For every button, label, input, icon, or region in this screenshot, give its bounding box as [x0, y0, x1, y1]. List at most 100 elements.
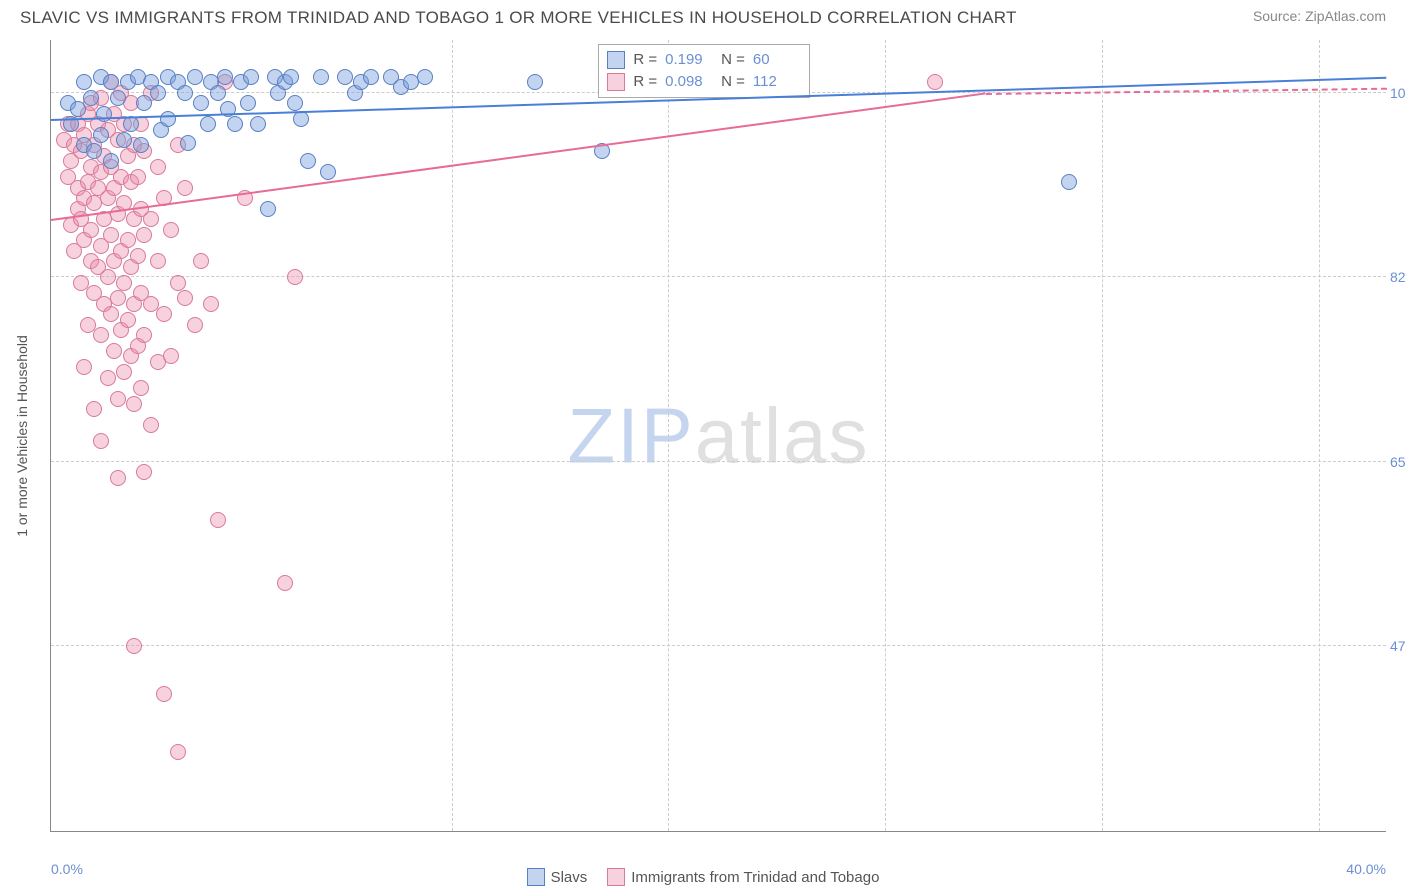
stats-legend-row: R =0.199N =60	[607, 49, 801, 71]
data-point	[177, 290, 193, 306]
data-point	[126, 396, 142, 412]
data-point	[150, 85, 166, 101]
data-point	[160, 111, 176, 127]
chart-header: SLAVIC VS IMMIGRANTS FROM TRINIDAD AND T…	[0, 0, 1406, 32]
data-point	[150, 159, 166, 175]
trend-line	[51, 93, 986, 222]
data-point	[156, 686, 172, 702]
data-point	[133, 137, 149, 153]
legend-item: Slavs	[527, 868, 588, 886]
data-point	[110, 90, 126, 106]
data-point	[243, 69, 259, 85]
data-point	[227, 116, 243, 132]
data-point	[320, 164, 336, 180]
stat-n-label: N =	[721, 51, 745, 68]
data-point	[136, 327, 152, 343]
legend-swatch	[607, 868, 625, 886]
data-point	[163, 348, 179, 364]
data-point	[93, 127, 109, 143]
stat-n-label: N =	[721, 73, 745, 90]
stat-n-value: 112	[753, 73, 801, 90]
data-point	[116, 364, 132, 380]
data-point	[86, 143, 102, 159]
data-point	[83, 222, 99, 238]
data-point	[100, 370, 116, 386]
data-point	[170, 275, 186, 291]
gridline-h	[51, 645, 1386, 646]
scatter-plot: ZIPatlas 100.0%82.5%65.0%47.5%0.0%40.0%R…	[50, 40, 1386, 832]
data-point	[120, 312, 136, 328]
data-point	[106, 343, 122, 359]
data-point	[417, 69, 433, 85]
data-point	[156, 306, 172, 322]
data-point	[527, 74, 543, 90]
data-point	[76, 74, 92, 90]
ytick-label: 47.5%	[1390, 638, 1406, 654]
data-point	[193, 95, 209, 111]
legend-label: Slavs	[551, 869, 588, 886]
stat-r-label: R =	[633, 73, 657, 90]
data-point	[93, 433, 109, 449]
legend-item: Immigrants from Trinidad and Tobago	[607, 868, 879, 886]
data-point	[120, 232, 136, 248]
data-point	[363, 69, 379, 85]
stat-n-value: 60	[753, 51, 801, 68]
gridline-h	[51, 276, 1386, 277]
data-point	[116, 132, 132, 148]
data-point	[217, 69, 233, 85]
data-point	[193, 253, 209, 269]
y-axis-label: 1 or more Vehicles in Household	[14, 335, 30, 537]
data-point	[163, 222, 179, 238]
data-point	[260, 201, 276, 217]
plot-area: 1 or more Vehicles in Household ZIPatlas…	[50, 40, 1386, 832]
data-point	[123, 116, 139, 132]
data-point	[337, 69, 353, 85]
data-point	[283, 69, 299, 85]
data-point	[150, 253, 166, 269]
data-point	[200, 116, 216, 132]
gridline-v	[1102, 40, 1103, 831]
data-point	[110, 290, 126, 306]
legend-swatch	[607, 73, 625, 91]
data-point	[103, 227, 119, 243]
data-point	[177, 85, 193, 101]
data-point	[103, 153, 119, 169]
legend-swatch	[607, 51, 625, 69]
data-point	[187, 317, 203, 333]
data-point	[927, 74, 943, 90]
data-point	[103, 306, 119, 322]
gridline-v	[1319, 40, 1320, 831]
data-point	[76, 359, 92, 375]
data-point	[103, 74, 119, 90]
stats-legend: R = 0.199 N = 60 R = 0.098 N = 112	[598, 44, 810, 98]
legend-swatch	[527, 868, 545, 886]
data-point	[110, 470, 126, 486]
data-point	[277, 575, 293, 591]
data-point	[93, 327, 109, 343]
data-point	[210, 512, 226, 528]
data-point	[130, 248, 146, 264]
stat-r-value: 0.199	[665, 51, 713, 68]
bottom-legend: Slavs Immigrants from Trinidad and Tobago	[0, 868, 1406, 886]
data-point	[287, 269, 303, 285]
data-point	[136, 464, 152, 480]
ytick-label: 100.0%	[1390, 85, 1406, 101]
chart-source: Source: ZipAtlas.com	[1253, 8, 1386, 24]
data-point	[126, 638, 142, 654]
data-point	[116, 275, 132, 291]
data-point	[130, 169, 146, 185]
data-point	[143, 417, 159, 433]
data-point	[287, 95, 303, 111]
data-point	[70, 101, 86, 117]
data-point	[187, 69, 203, 85]
stats-legend-row: R = 0.098 N = 112	[607, 71, 801, 93]
data-point	[210, 85, 226, 101]
data-point	[250, 116, 266, 132]
stat-r-value: 0.098	[665, 73, 713, 90]
data-point	[177, 180, 193, 196]
data-point	[203, 296, 219, 312]
data-point	[143, 211, 159, 227]
data-point	[83, 90, 99, 106]
ytick-label: 82.5%	[1390, 269, 1406, 285]
data-point	[136, 227, 152, 243]
